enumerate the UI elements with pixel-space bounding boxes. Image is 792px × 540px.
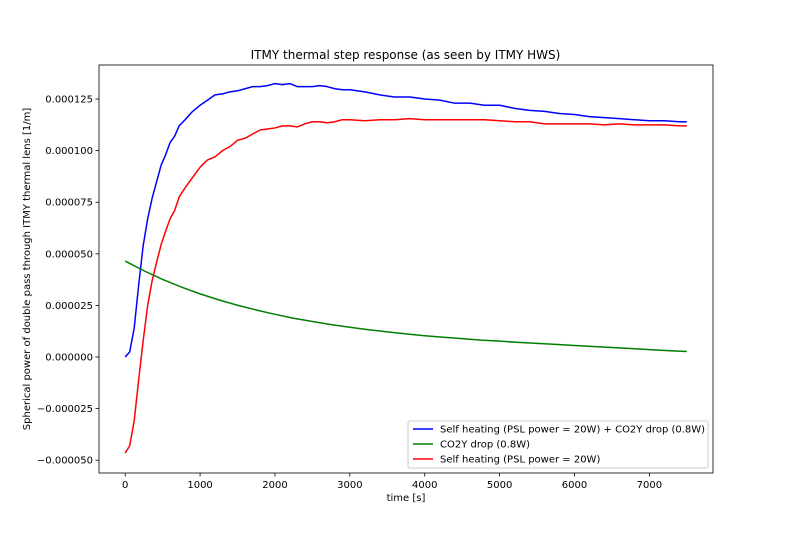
- x-tick-label: 0: [122, 480, 128, 491]
- x-tick-label: 2000: [262, 480, 287, 491]
- legend-label-1: Self heating (PSL power = 20W) + CO2Y dr…: [440, 425, 705, 436]
- y-tick-label: 0.000025: [45, 301, 93, 312]
- x-tick-label: 1000: [187, 480, 212, 491]
- y-tick-label: 0.000050: [45, 249, 93, 260]
- x-axis: 0 1000 2000 3000 4000 5000 6000 7000: [122, 473, 662, 491]
- y-axis-label: Spherical power of double pass through I…: [22, 108, 33, 431]
- y-axis: −0.000050 −0.000025 0.000000 0.000025 0.0000…: [37, 95, 99, 467]
- y-tick-label: 0.000075: [45, 198, 93, 209]
- legend-label-3: Self heating (PSL power = 20W): [440, 455, 600, 466]
- y-tick-label: −0.000050: [37, 456, 93, 467]
- y-tick-label: 0.000100: [45, 146, 93, 157]
- x-tick-label: 6000: [562, 480, 587, 491]
- series-layer: [124, 82, 687, 454]
- x-tick-label: 5000: [487, 480, 512, 491]
- x-tick-label: 7000: [637, 480, 662, 491]
- x-tick-label: 3000: [337, 480, 362, 491]
- x-tick-label: 4000: [412, 480, 437, 491]
- series-line-3: [124, 117, 687, 454]
- y-tick-label: 0.000125: [45, 95, 93, 106]
- legend-box: [407, 420, 709, 469]
- y-tick-label: 0.000000: [45, 353, 93, 364]
- legend-label-2: CO2Y drop (0.8W): [440, 440, 530, 451]
- series-line-2: [124, 260, 687, 353]
- series-line-1: [124, 82, 687, 358]
- plot-frame: [98, 64, 714, 474]
- x-axis-label: time [s]: [387, 493, 426, 504]
- y-tick-label: −0.000025: [37, 404, 93, 415]
- chart-title: ITMY thermal step response (as seen by I…: [251, 48, 561, 62]
- legend: Self heating (PSL power = 20W) + CO2Y dr…: [407, 420, 709, 469]
